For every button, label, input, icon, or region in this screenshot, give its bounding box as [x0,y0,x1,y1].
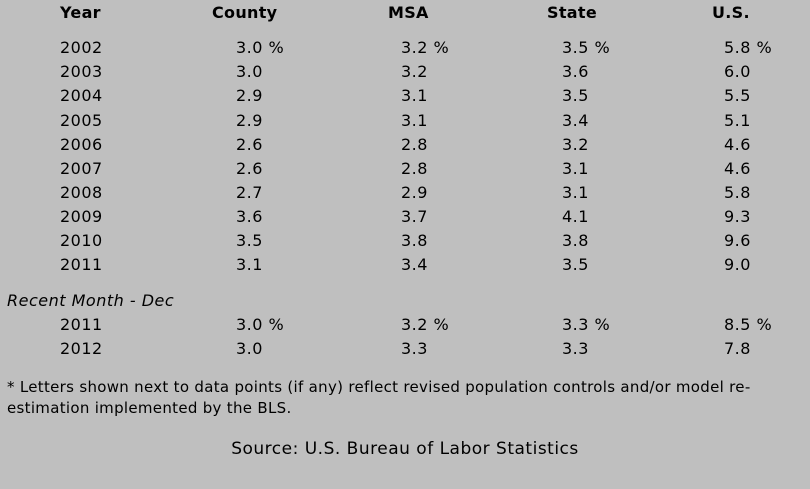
msa-cell: 3.8 [401,231,428,250]
state-cell: 3.5 [562,255,589,274]
county-cell: 3.0 [236,62,263,81]
state-cell: 3.4 [562,111,589,130]
year-cell: 2003 [60,62,103,81]
us-cell: 5.1 [724,111,751,130]
year-cell: 2007 [60,159,103,178]
county-cell: 3.0 % [236,315,285,334]
year-cell: 2012 [60,339,103,358]
county-cell: 2.9 [236,111,263,130]
us-cell: 8.5 % [724,315,773,334]
state-cell: 3.6 [562,62,589,81]
table-row: 2007 2.6 2.8 3.1 4.6 [0,159,810,183]
year-cell: 2002 [60,38,103,57]
us-cell: 9.6 [724,231,751,250]
us-cell: 9.0 [724,255,751,274]
state-cell: 3.3 % [562,315,611,334]
county-cell: 3.6 [236,207,263,226]
msa-cell: 3.2 % [401,315,450,334]
us-cell: 5.5 [724,86,751,105]
county-cell: 2.7 [236,183,263,202]
header-state: State [547,3,597,22]
state-cell: 3.5 [562,86,589,105]
table-row: 2005 2.9 3.1 3.4 5.1 [0,111,810,135]
msa-cell: 2.8 [401,135,428,154]
state-cell: 3.5 % [562,38,611,57]
county-cell: 3.1 [236,255,263,274]
header-us: U.S. [712,3,750,22]
us-cell: 5.8 [724,183,751,202]
year-cell: 2011 [60,315,103,334]
table-row: 2011 3.0 % 3.2 % 3.3 % 8.5 % [0,315,810,339]
header-msa: MSA [388,3,429,22]
table-row: 2012 3.0 3.3 3.3 7.8 [0,339,810,363]
state-cell: 3.8 [562,231,589,250]
table-row: 2003 3.0 3.2 3.6 6.0 [0,62,810,86]
us-cell: 7.8 [724,339,751,358]
header-county: County [212,3,278,22]
state-cell: 3.3 [562,339,589,358]
us-cell: 4.6 [724,159,751,178]
msa-cell: 3.2 [401,62,428,81]
table-row: 2010 3.5 3.8 3.8 9.6 [0,231,810,255]
msa-cell: 3.7 [401,207,428,226]
table-row: 2011 3.1 3.4 3.5 9.0 [0,255,810,279]
table-row: 2008 2.7 2.9 3.1 5.8 [0,183,810,207]
state-cell: 3.1 [562,183,589,202]
table-row: 2004 2.9 3.1 3.5 5.5 [0,86,810,110]
year-cell: 2008 [60,183,103,202]
county-cell: 3.0 [236,339,263,358]
state-cell: 3.1 [562,159,589,178]
year-cell: 2006 [60,135,103,154]
county-cell: 3.0 % [236,38,285,57]
us-cell: 5.8 % [724,38,773,57]
year-cell: 2009 [60,207,103,226]
county-cell: 2.6 [236,159,263,178]
us-cell: 4.6 [724,135,751,154]
year-cell: 2011 [60,255,103,274]
msa-cell: 2.8 [401,159,428,178]
year-cell: 2004 [60,86,103,105]
year-cell: 2005 [60,111,103,130]
source-note: Source: U.S. Bureau of Labor Statistics [231,439,579,459]
table-row: 2006 2.6 2.8 3.2 4.6 [0,135,810,159]
msa-cell: 3.3 [401,339,428,358]
state-cell: 3.2 [562,135,589,154]
county-cell: 2.9 [236,86,263,105]
us-cell: 6.0 [724,62,751,81]
msa-cell: 3.1 [401,111,428,130]
footnote: * Letters shown next to data points (if … [7,378,751,417]
county-cell: 2.6 [236,135,263,154]
msa-cell: 3.1 [401,86,428,105]
year-cell: 2010 [60,231,103,250]
msa-cell: 2.9 [401,183,428,202]
recent-month-label: Recent Month - Dec [7,291,175,310]
msa-cell: 3.2 % [401,38,450,57]
county-cell: 3.5 [236,231,263,250]
state-cell: 4.1 [562,207,589,226]
table-row: 2002 3.0 % 3.2 % 3.5 % 5.8 % [0,38,810,62]
header-year: Year [60,3,101,22]
msa-cell: 3.4 [401,255,428,274]
us-cell: 9.3 [724,207,751,226]
table-row: 2009 3.6 3.7 4.1 9.3 [0,207,810,231]
